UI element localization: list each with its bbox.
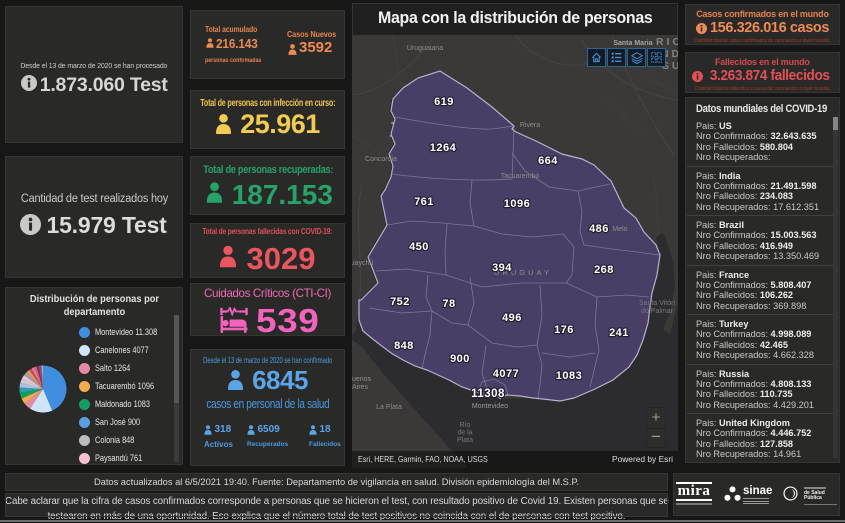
svg-text:752: 752	[390, 296, 410, 308]
svg-text:do Palmar: do Palmar	[641, 308, 674, 315]
svg-text:uaychú: uaychú	[352, 260, 373, 267]
svg-text:176: 176	[554, 324, 574, 336]
svg-text:848: 848	[394, 340, 414, 352]
svg-text:Tacuarembó: Tacuarembó	[501, 173, 540, 180]
svg-text:Concordia: Concordia	[365, 156, 397, 163]
svg-text:496: 496	[502, 312, 522, 324]
svg-text:Río: Río	[460, 422, 471, 429]
svg-text:268: 268	[594, 264, 614, 276]
svg-text:1264: 1264	[430, 142, 457, 154]
svg-text:4077: 4077	[493, 368, 519, 380]
svg-text:486: 486	[589, 223, 609, 235]
svg-text:Melo: Melo	[612, 226, 627, 233]
svg-text:Aires: Aires	[352, 384, 368, 391]
svg-text:uenos: uenos	[352, 376, 372, 383]
svg-text:La Plata: La Plata	[376, 404, 402, 411]
svg-text:900: 900	[450, 353, 470, 365]
svg-text:394: 394	[492, 262, 512, 274]
svg-text:Montevideo: Montevideo	[472, 403, 508, 410]
svg-text:Santa Maria: Santa Maria	[613, 40, 652, 47]
svg-text:761: 761	[414, 196, 434, 208]
svg-text:664: 664	[538, 155, 558, 167]
svg-text:Rivera: Rivera	[520, 122, 540, 129]
svg-text:URUGUAY: URUGUAY	[494, 268, 552, 277]
svg-text:R I O: R I O	[656, 36, 678, 48]
svg-text:619: 619	[434, 96, 454, 108]
svg-text:Plata: Plata	[457, 437, 473, 444]
svg-text:1083: 1083	[556, 370, 582, 382]
svg-text:241: 241	[609, 327, 629, 339]
svg-text:11308: 11308	[471, 388, 505, 400]
svg-text:de la: de la	[457, 430, 472, 437]
svg-text:450: 450	[409, 241, 429, 253]
svg-text:78: 78	[442, 298, 455, 310]
svg-text:S U: S U	[662, 60, 678, 72]
svg-text:Uruguaiana: Uruguaiana	[407, 45, 443, 52]
svg-text:Santa Vitóri: Santa Vitóri	[639, 300, 676, 307]
svg-text:1096: 1096	[504, 198, 530, 210]
